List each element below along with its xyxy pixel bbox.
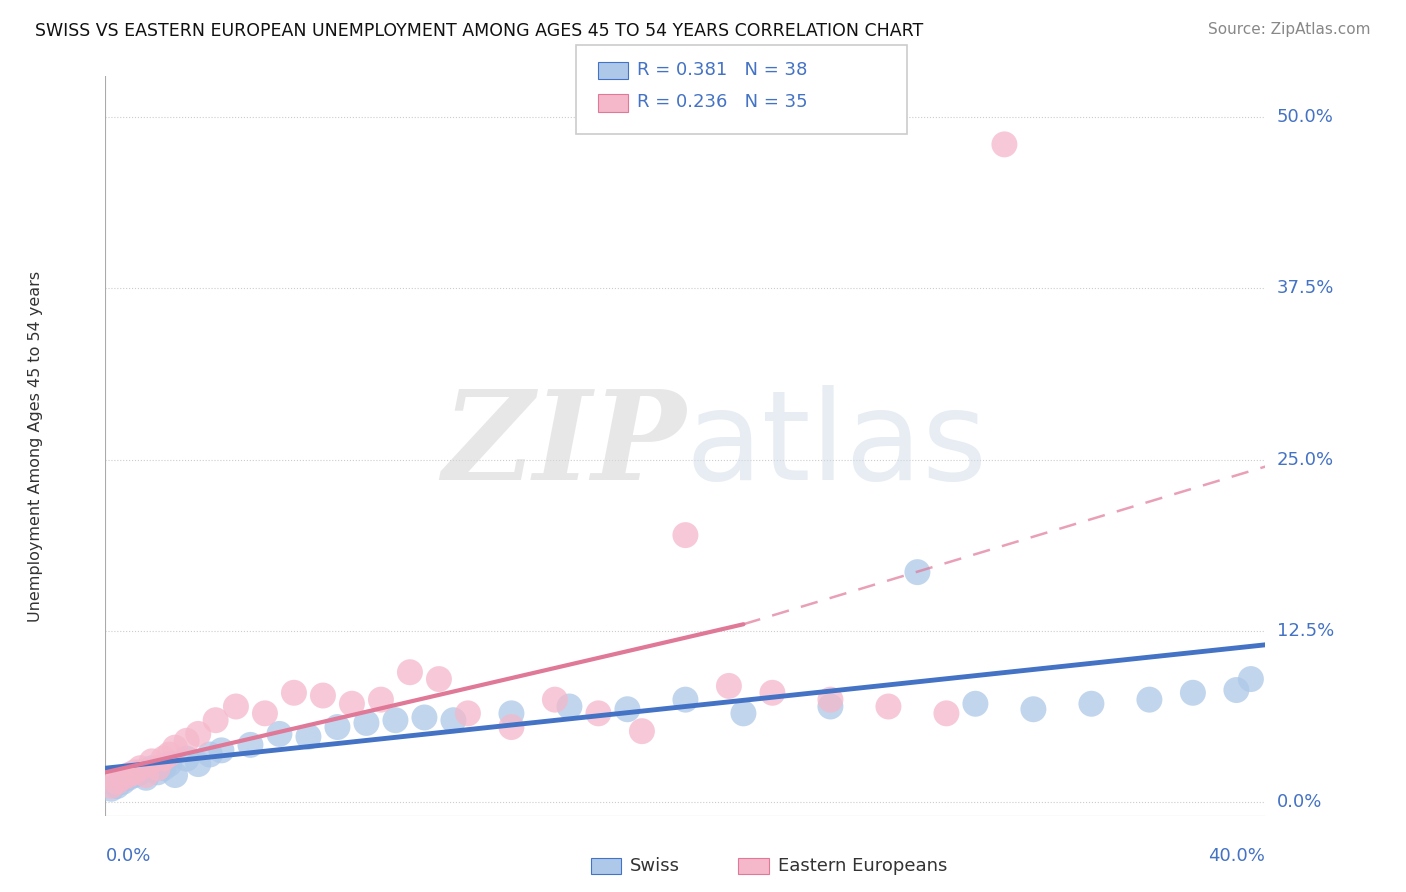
Point	[141, 755, 163, 769]
Text: atlas: atlas	[686, 385, 987, 507]
Text: SWISS VS EASTERN EUROPEAN UNEMPLOYMENT AMONG AGES 45 TO 54 YEARS CORRELATION CHA: SWISS VS EASTERN EUROPEAN UNEMPLOYMENT A…	[35, 22, 924, 40]
Point	[370, 692, 392, 706]
Point	[441, 713, 464, 727]
Point	[820, 692, 842, 706]
Point	[1240, 672, 1263, 686]
Point	[631, 724, 654, 739]
Point	[1080, 697, 1102, 711]
Text: 0.0%: 0.0%	[1277, 794, 1322, 812]
Point	[283, 686, 305, 700]
Text: 50.0%: 50.0%	[1277, 108, 1333, 126]
Point	[733, 706, 755, 721]
Point	[105, 779, 128, 793]
Text: ZIP: ZIP	[441, 385, 686, 507]
Point	[198, 747, 221, 762]
Point	[146, 761, 169, 775]
Point	[965, 697, 987, 711]
Point	[675, 692, 697, 706]
Point	[146, 765, 169, 780]
Text: Swiss: Swiss	[630, 857, 681, 875]
Point	[239, 738, 262, 752]
Point	[877, 699, 900, 714]
Point	[124, 768, 146, 782]
Point	[124, 765, 146, 780]
Point	[111, 771, 134, 785]
Point	[118, 771, 141, 785]
Point	[105, 775, 128, 789]
Point	[340, 697, 363, 711]
Point	[413, 710, 436, 724]
Point	[588, 706, 610, 721]
Point	[501, 706, 523, 721]
Point	[152, 761, 174, 775]
Point	[297, 730, 319, 744]
Text: 40.0%: 40.0%	[1209, 847, 1265, 864]
Point	[717, 679, 740, 693]
Point	[326, 720, 349, 734]
Text: R = 0.381   N = 38: R = 0.381 N = 38	[637, 61, 807, 78]
Point	[820, 699, 842, 714]
Point	[165, 740, 187, 755]
Point	[384, 713, 406, 727]
Point	[907, 565, 929, 579]
Point	[141, 761, 163, 775]
Point	[761, 686, 783, 700]
Point	[111, 775, 134, 789]
Point	[558, 699, 581, 714]
Point	[1181, 686, 1204, 700]
Point	[501, 720, 523, 734]
Point	[225, 699, 247, 714]
Point	[100, 779, 122, 793]
Point	[100, 781, 122, 796]
Text: R = 0.236   N = 35: R = 0.236 N = 35	[637, 93, 807, 111]
Point	[157, 757, 180, 772]
Text: 12.5%: 12.5%	[1277, 622, 1334, 640]
Point	[152, 751, 174, 765]
Point	[935, 706, 957, 721]
Point	[356, 715, 378, 730]
Text: 0.0%: 0.0%	[105, 847, 150, 864]
Point	[211, 743, 233, 757]
Point	[187, 727, 209, 741]
Point	[157, 747, 180, 762]
Point	[993, 137, 1015, 152]
Point	[135, 768, 157, 782]
Text: 25.0%: 25.0%	[1277, 450, 1334, 468]
Point	[176, 733, 198, 747]
Point	[129, 761, 152, 775]
Point	[176, 751, 198, 765]
Point	[675, 528, 697, 542]
Point	[399, 665, 422, 680]
Point	[135, 771, 157, 785]
Point	[129, 765, 152, 780]
Text: Source: ZipAtlas.com: Source: ZipAtlas.com	[1208, 22, 1371, 37]
Point	[544, 692, 567, 706]
Point	[457, 706, 479, 721]
Point	[118, 768, 141, 782]
Point	[187, 757, 209, 772]
Point	[427, 672, 450, 686]
Point	[253, 706, 276, 721]
Point	[204, 713, 226, 727]
Text: Eastern Europeans: Eastern Europeans	[778, 857, 946, 875]
Point	[269, 727, 291, 741]
Point	[1139, 692, 1161, 706]
Point	[312, 689, 335, 703]
Point	[1225, 683, 1247, 698]
Text: Unemployment Among Ages 45 to 54 years: Unemployment Among Ages 45 to 54 years	[28, 270, 44, 622]
Point	[1022, 702, 1045, 716]
Point	[165, 768, 187, 782]
Point	[616, 702, 638, 716]
Text: 37.5%: 37.5%	[1277, 279, 1334, 297]
